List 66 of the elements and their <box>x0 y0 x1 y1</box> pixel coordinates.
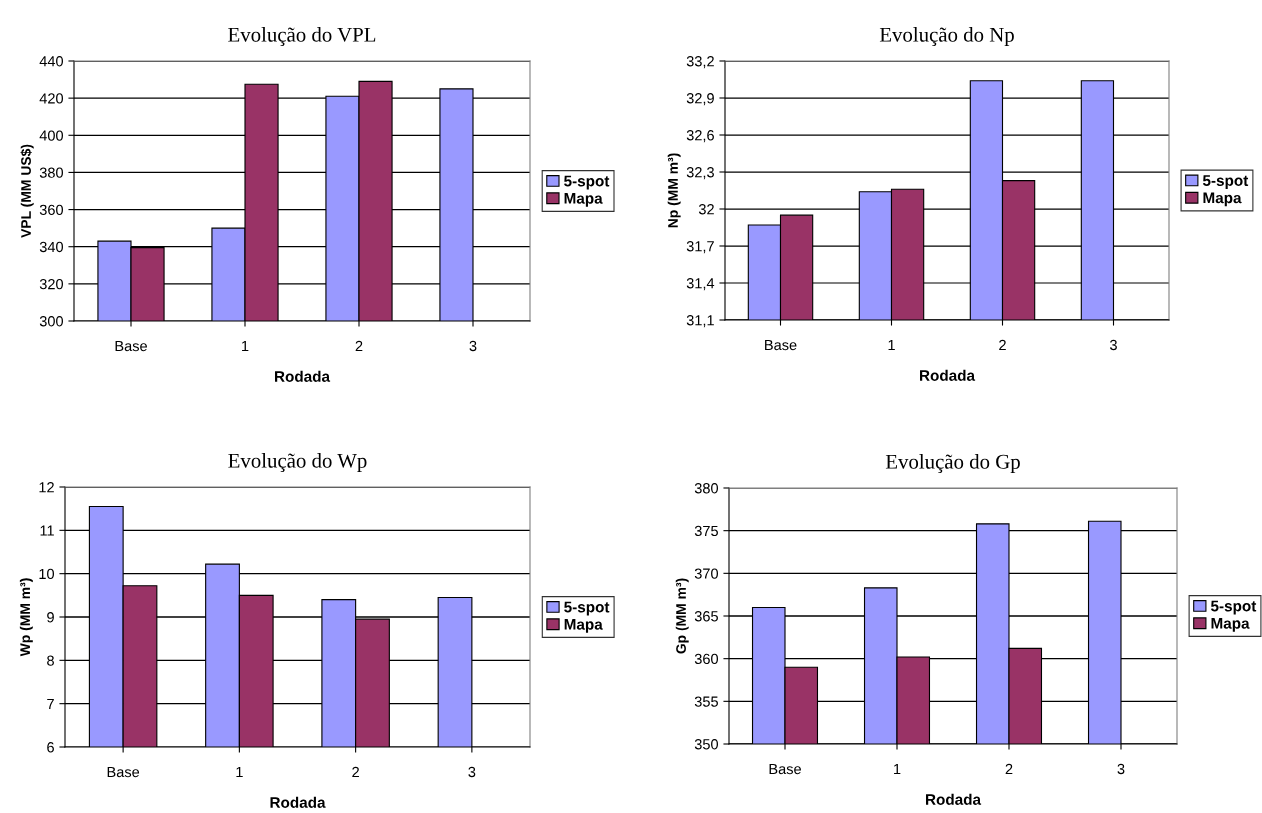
x-axis-title: Rodada <box>275 370 331 382</box>
x-tick-label: 2 <box>352 766 359 778</box>
x-tick-label: Base <box>769 763 801 775</box>
y-tick-label: 6 <box>47 742 54 753</box>
chart-title: Evolução do VPL <box>228 27 376 46</box>
legend-label: 5-spot <box>564 175 610 190</box>
y-tick-label: 380 <box>694 483 719 494</box>
y-tick-label: 365 <box>694 611 718 622</box>
x-tick-label: 3 <box>1110 339 1117 351</box>
y-tick-label: 380 <box>39 167 64 178</box>
y-tick-label: 360 <box>694 653 719 665</box>
y-tick-label: 370 <box>694 568 719 579</box>
y-tick-label: 8 <box>47 655 54 666</box>
y-tick-label: 32,3 <box>686 167 714 180</box>
x-axis-title: Rodada <box>270 796 326 808</box>
y-tick-label: 400 <box>39 130 64 141</box>
y-axis-title: Gp (MM m³) <box>675 578 689 654</box>
y-tick-label: 420 <box>39 93 64 104</box>
y-tick-label: 12 <box>39 482 54 493</box>
x-tick-label: 2 <box>355 340 363 352</box>
x-tick-label: 1 <box>236 766 243 778</box>
chart-title: Evolução do Gp <box>885 454 1020 473</box>
y-axis-title: Wp (MM m³) <box>19 578 33 657</box>
legend-label: Mapa <box>1203 192 1242 207</box>
x-axis-title: Rodada <box>926 793 982 805</box>
y-tick-label: 7 <box>47 698 54 709</box>
legend-label: Mapa <box>1211 618 1250 632</box>
y-tick-label: 360 <box>39 204 64 215</box>
y-tick-label: 10 <box>39 568 55 580</box>
y-tick-label: 33,2 <box>686 56 714 69</box>
y-tick-label: 9 <box>47 612 54 623</box>
x-axis-title: Rodada <box>920 369 976 381</box>
x-tick-label: 3 <box>469 340 477 352</box>
x-tick-label: Base <box>115 340 147 352</box>
y-tick-label: 440 <box>39 56 64 67</box>
y-tick-label: 375 <box>694 525 718 537</box>
legend-label: Mapa <box>564 619 603 633</box>
chart-title: Evolução do Np <box>879 27 1014 46</box>
y-tick-label: 300 <box>39 316 64 327</box>
y-tick-label: 355 <box>694 696 718 707</box>
x-tick-label: 3 <box>468 766 476 778</box>
y-axis-title: VPL (MM US$) <box>20 144 34 238</box>
x-tick-label: 3 <box>1117 763 1125 775</box>
y-tick-label: 31,1 <box>686 315 714 328</box>
y-tick-label: 31,7 <box>686 241 714 254</box>
x-tick-label: 2 <box>1005 763 1013 775</box>
y-tick-label: 320 <box>39 278 64 290</box>
y-tick-label: 32,9 <box>686 93 714 106</box>
legend-label: 5-spot <box>564 601 610 616</box>
y-tick-label: 350 <box>694 739 719 750</box>
x-tick-label: Base <box>765 339 797 351</box>
legend-label: 5-spot <box>1210 600 1257 615</box>
legend-label: Mapa <box>564 193 603 207</box>
y-tick-label: 11 <box>40 525 54 536</box>
x-tick-label: 1 <box>888 339 895 351</box>
y-tick-label: 31,4 <box>686 278 715 291</box>
x-tick-label: Base <box>107 766 140 778</box>
chart-title: Evolução do Wp <box>228 453 367 472</box>
y-tick-label: 32 <box>698 204 714 215</box>
x-tick-label: 1 <box>894 763 901 775</box>
y-tick-label: 32,6 <box>686 130 714 143</box>
y-tick-label: 340 <box>39 241 64 253</box>
x-tick-label: 1 <box>242 340 249 352</box>
x-tick-label: 2 <box>999 339 1006 351</box>
y-axis-title: Np (MM m³) <box>667 153 681 228</box>
legend-label: 5-spot <box>1202 175 1249 189</box>
